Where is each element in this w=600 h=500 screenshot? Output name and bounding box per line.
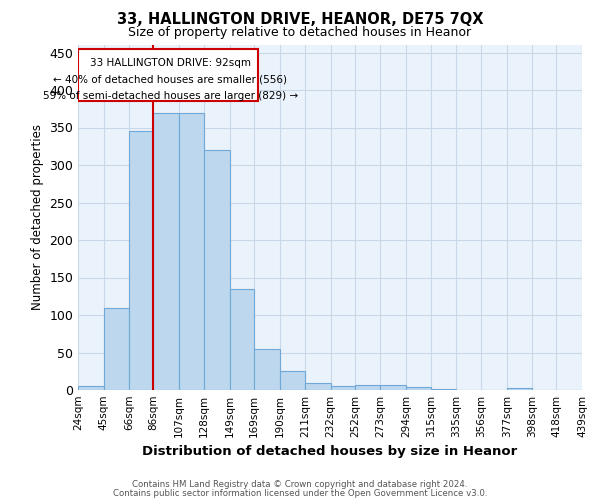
Bar: [129, 131, 153, 390]
Bar: [406, 387, 431, 390]
Bar: [280, 371, 305, 390]
Text: Size of property relative to detached houses in Heanor: Size of property relative to detached ho…: [128, 26, 472, 39]
Bar: [254, 349, 280, 390]
Y-axis label: Number of detached properties: Number of detached properties: [31, 124, 44, 310]
Text: ← 40% of detached houses are smaller (556): ← 40% of detached houses are smaller (55…: [53, 74, 287, 84]
Text: Contains HM Land Registry data © Crown copyright and database right 2024.: Contains HM Land Registry data © Crown c…: [132, 480, 468, 489]
Bar: [179, 112, 205, 390]
Text: 33 HALLINGTON DRIVE: 92sqm: 33 HALLINGTON DRIVE: 92sqm: [90, 58, 251, 68]
Bar: [230, 289, 254, 390]
Bar: [153, 112, 179, 390]
Bar: [205, 150, 230, 390]
Bar: [431, 388, 455, 390]
Text: 33, HALLINGTON DRIVE, HEANOR, DE75 7QX: 33, HALLINGTON DRIVE, HEANOR, DE75 7QX: [117, 12, 483, 28]
Bar: [507, 388, 532, 390]
Bar: [355, 385, 380, 390]
Text: Contains public sector information licensed under the Open Government Licence v3: Contains public sector information licen…: [113, 488, 487, 498]
X-axis label: Distribution of detached houses by size in Heanor: Distribution of detached houses by size …: [142, 446, 518, 458]
Bar: [380, 385, 406, 390]
Bar: [305, 382, 331, 390]
Bar: [78, 386, 104, 390]
Bar: [331, 386, 355, 390]
Bar: [104, 308, 129, 390]
Bar: [78, 49, 258, 101]
Text: 59% of semi-detached houses are larger (829) →: 59% of semi-detached houses are larger (…: [43, 91, 298, 101]
